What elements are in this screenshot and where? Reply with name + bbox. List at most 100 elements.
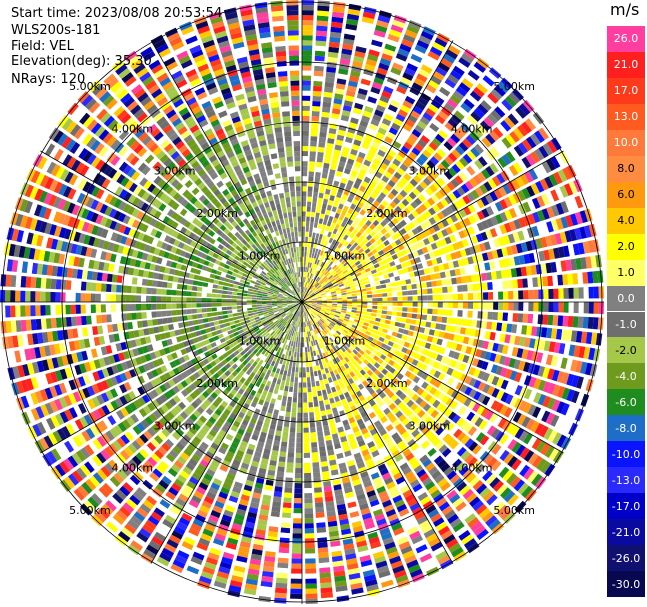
velocity-gate (377, 15, 391, 24)
velocity-gate (313, 222, 318, 228)
velocity-gate (302, 85, 311, 91)
velocity-gate (598, 286, 604, 299)
velocity-gate (313, 191, 318, 198)
velocity-gate (501, 323, 508, 332)
velocity-gate (373, 277, 380, 282)
velocity-gate (328, 46, 340, 53)
velocity-gate (522, 313, 529, 323)
velocity-gate (425, 55, 438, 65)
velocity-gate (311, 286, 316, 291)
velocity-gate (302, 45, 313, 51)
velocity-gate (415, 101, 426, 111)
velocity-gate (473, 61, 487, 73)
velocity-gate (375, 154, 384, 162)
velocity-gate (288, 391, 293, 398)
velocity-gate (296, 437, 302, 443)
velocity-gate (280, 532, 290, 539)
velocity-gate (316, 277, 321, 283)
velocity-gate (334, 212, 340, 219)
velocity-gate (336, 230, 342, 237)
velocity-gate (287, 457, 294, 463)
velocity-gate (304, 282, 306, 288)
velocity-gate (354, 161, 362, 168)
velocity-gate (441, 125, 452, 136)
velocity-gate (577, 272, 584, 285)
velocity-gate (327, 178, 334, 185)
velocity-gate (318, 395, 323, 402)
velocity-gate (321, 106, 331, 113)
velocity-gate (298, 392, 302, 398)
velocity-gate (372, 302, 378, 306)
velocity-gate (320, 261, 325, 267)
velocity-gate (351, 221, 358, 229)
velocity-gate (288, 386, 294, 393)
velocity-gate (364, 318, 371, 323)
velocity-gate (382, 158, 391, 166)
velocity-gate (497, 280, 503, 290)
velocity-gate (307, 196, 312, 202)
velocity-gate (420, 30, 434, 41)
velocity-gate (538, 289, 544, 300)
velocity-gate (318, 552, 329, 559)
velocity-gate (281, 400, 287, 407)
velocity-gate (488, 302, 494, 310)
velocity-gate (305, 331, 308, 337)
velocity-gate (460, 52, 474, 64)
velocity-gate (370, 286, 377, 291)
velocity-gate (378, 62, 390, 71)
velocity-gate (307, 186, 313, 192)
velocity-gate (325, 265, 331, 271)
velocity-gate (347, 158, 355, 166)
velocity-gate (312, 105, 321, 112)
velocity-gate (332, 154, 340, 161)
velocity-gate (304, 276, 306, 283)
velocity-gate (380, 162, 389, 171)
velocity-gate (302, 382, 307, 388)
velocity-gate (341, 193, 348, 201)
velocity-gate (310, 427, 316, 433)
velocity-gate (447, 294, 453, 301)
velocity-gate (365, 100, 376, 109)
velocity-gate (422, 149, 432, 159)
velocity-gate (427, 79, 440, 90)
velocity-gate (329, 36, 341, 44)
velocity-gate (412, 307, 418, 313)
velocity-gate (552, 275, 559, 286)
velocity-gate (553, 302, 559, 313)
velocity-gate (369, 44, 382, 53)
velocity-gate (305, 568, 317, 574)
velocity-gate (361, 311, 367, 315)
velocity-gate (385, 38, 399, 48)
velocity-gate (513, 290, 519, 300)
velocity-gate (302, 337, 305, 343)
velocity-gate (511, 324, 518, 334)
velocity-gate (395, 113, 406, 123)
velocity-gate (314, 264, 318, 270)
velocity-gate (303, 447, 310, 453)
velocity-gate (302, 292, 304, 298)
velocity-gate (330, 233, 336, 239)
velocity-gate (335, 139, 344, 146)
velocity-gate (351, 144, 360, 151)
velocity-gate (282, 395, 288, 402)
velocity-gate (371, 39, 383, 48)
velocity-gate (279, 410, 285, 417)
velocity-gate (282, 431, 289, 438)
velocity-gate (384, 196, 392, 204)
velocity-gate (315, 380, 320, 387)
velocity-gate (283, 421, 290, 428)
velocity-gate (390, 175, 399, 184)
velocity-gate (292, 543, 302, 549)
velocity-gate (359, 146, 368, 155)
velocity-gate (403, 141, 413, 151)
velocity-gate (275, 399, 282, 406)
velocity-gate (315, 270, 320, 276)
velocity-gate (344, 136, 353, 144)
velocity-gate (292, 346, 295, 352)
velocity-gate (305, 261, 308, 268)
velocity-gate (303, 397, 308, 403)
velocity-gate (394, 275, 401, 281)
velocity-gate (317, 266, 322, 272)
velocity-gate (422, 302, 428, 308)
velocity-gate (388, 325, 395, 331)
